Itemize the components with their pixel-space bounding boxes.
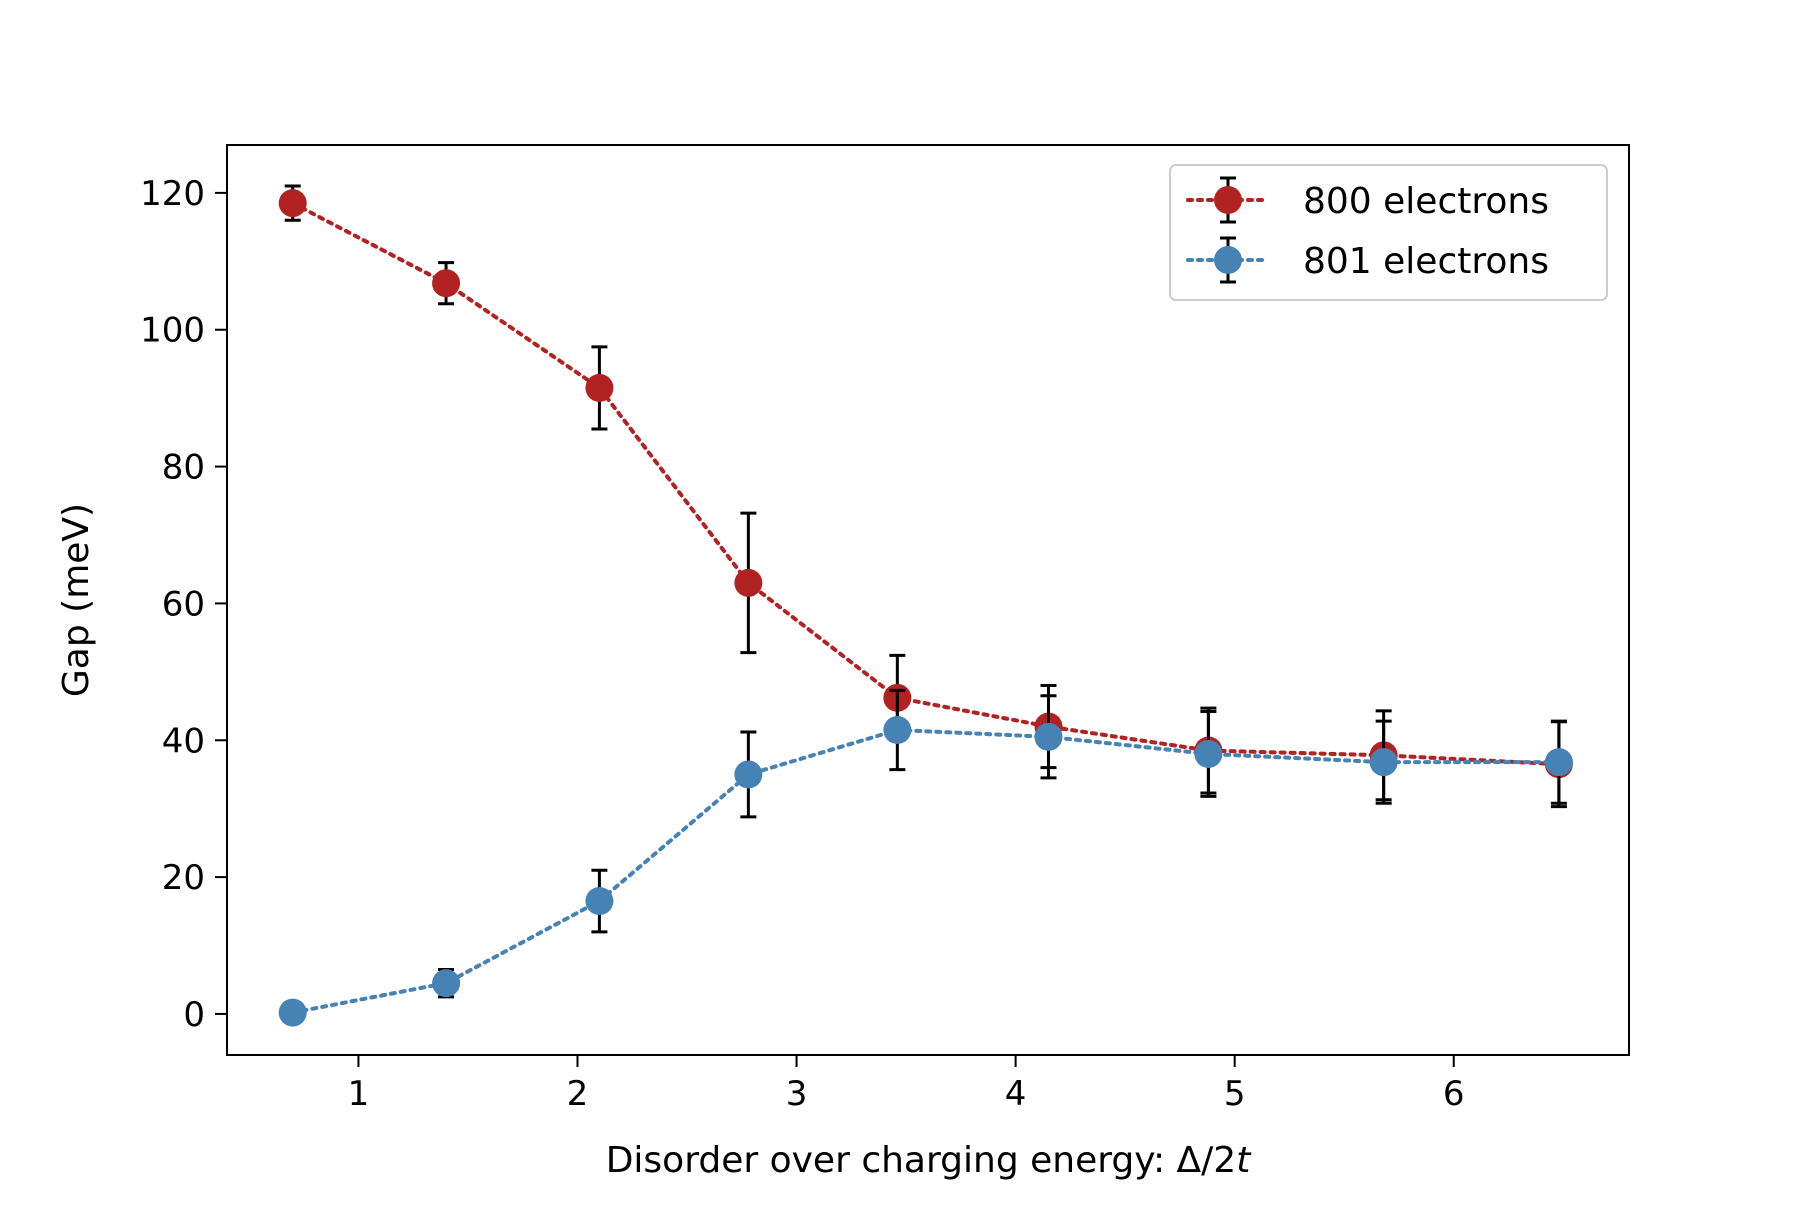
legend-label: 801 electrons <box>1303 241 1549 282</box>
data-point <box>1034 722 1063 751</box>
data-point <box>1369 748 1398 777</box>
x-tick-label: 4 <box>1005 1074 1027 1114</box>
y-tick-label: 0 <box>183 995 205 1035</box>
x-axis-label-italic: t <box>1236 1140 1252 1181</box>
legend-marker <box>1214 246 1242 274</box>
data-point <box>1194 739 1223 768</box>
x-tick-label: 5 <box>1224 1074 1246 1114</box>
data-point <box>1544 748 1573 777</box>
data-point <box>585 887 614 916</box>
x-tick-label: 2 <box>567 1074 589 1114</box>
y-axis-ticks: 0 20 40 60 80 100 120 <box>140 174 227 1035</box>
data-point <box>734 568 763 597</box>
legend: 800 electrons 801 electrons <box>1169 164 1608 301</box>
data-point <box>883 716 912 744</box>
x-axis-label: Disorder over charging energy: Δ/2t <box>606 1140 1253 1181</box>
y-tick-label: 60 <box>162 584 205 624</box>
legend-entry: 801 electrons <box>1186 236 1549 284</box>
data-point <box>585 373 614 402</box>
plot-frame <box>226 144 1630 1056</box>
x-axis-ticks: 1 2 3 4 5 6 <box>348 1055 1465 1114</box>
y-tick-label: 120 <box>140 174 205 214</box>
y-tick-label: 80 <box>162 448 205 488</box>
data-point <box>278 189 307 218</box>
legend-marker <box>1214 186 1242 214</box>
x-axis-label-main: Disorder over charging energy: Δ/2 <box>606 1140 1237 1181</box>
y-axis-label: Gap (meV) <box>56 503 97 697</box>
data-point <box>432 269 461 298</box>
x-tick-label: 6 <box>1443 1074 1465 1114</box>
data-point <box>432 969 461 998</box>
y-tick-label: 40 <box>162 721 205 761</box>
legend-label: 800 electrons <box>1303 181 1549 222</box>
series-layer <box>278 184 1573 1027</box>
x-tick-label: 1 <box>348 1074 370 1114</box>
legend-box <box>1169 164 1608 301</box>
y-tick-label: 100 <box>140 311 205 351</box>
x-tick-label: 3 <box>786 1074 808 1114</box>
y-tick-label: 20 <box>162 858 205 898</box>
series-2-points <box>278 688 1573 1027</box>
data-point <box>734 760 763 789</box>
data-point <box>278 998 307 1027</box>
legend-entry: 800 electrons <box>1186 176 1549 224</box>
